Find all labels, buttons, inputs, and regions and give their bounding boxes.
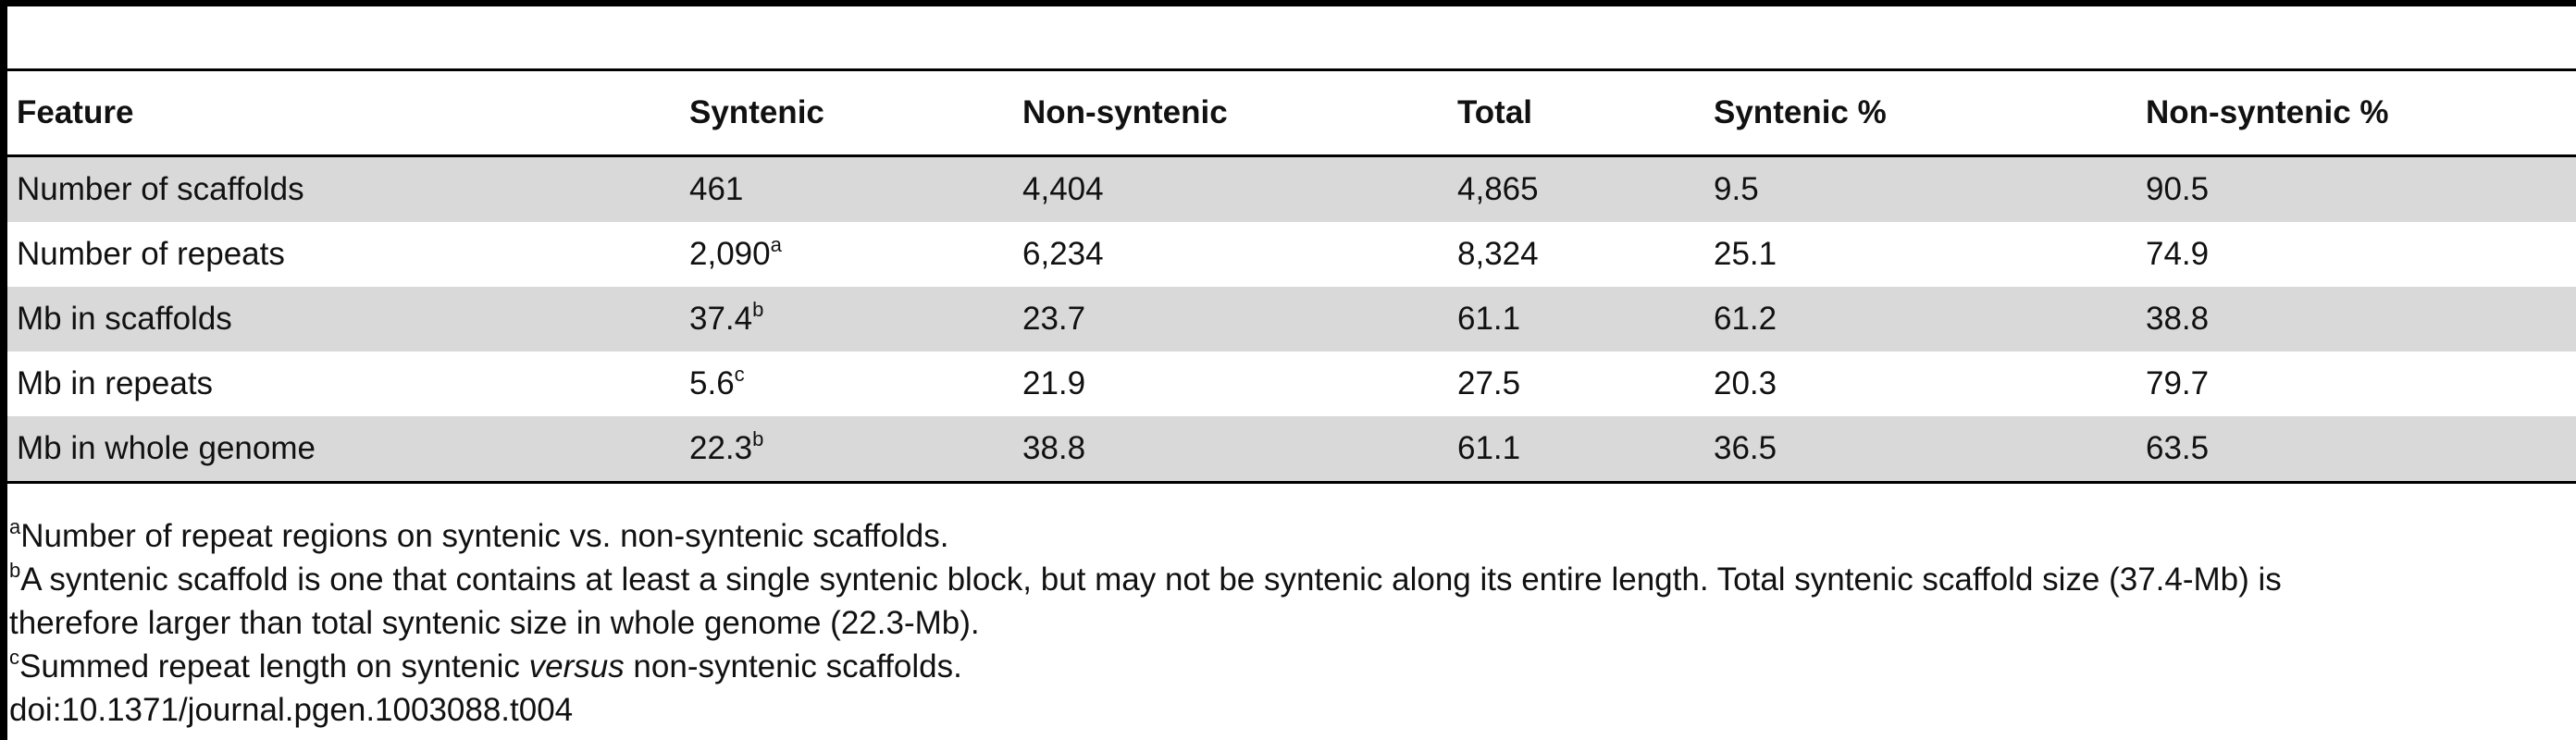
footnote-text: A syntenic scaffold is one that contains…: [20, 561, 2282, 598]
feature-cell: Number of scaffolds: [7, 155, 680, 222]
footnote-text: Summed repeat length on syntenic: [19, 648, 529, 684]
non-syntenic-cell: 21.9: [1022, 365, 1086, 401]
table-row: Number of scaffolds 461 4,404 4,865 9.5 …: [7, 155, 2576, 222]
non-syntenic-pct-cell: 74.9: [2146, 236, 2210, 272]
syntenic-cell: 37.4b: [680, 287, 1013, 352]
syntenic-value: 5.6: [689, 365, 735, 401]
syntenic-pct-cell: 9.5: [1704, 155, 2136, 222]
syntenic-value: 37.4: [689, 301, 753, 337]
footnote-b-continued: therefore larger than total syntenic siz…: [9, 605, 980, 641]
total-cell: 27.5: [1457, 365, 1521, 401]
syntenic-value: 2,090: [689, 236, 771, 272]
footnote-marker: a: [770, 233, 782, 256]
column-header-non-syntenic-pct: Non-syntenic %: [2146, 94, 2389, 130]
footnote-b: bA syntenic scaffold is one that contain…: [9, 558, 2563, 601]
total-cell: 61.1: [1448, 416, 1704, 483]
non-syntenic-pct-cell: 79.7: [2146, 365, 2210, 401]
syntenic-pct-cell: 20.3: [1714, 365, 1777, 401]
non-syntenic-cell: 38.8: [1013, 416, 1448, 483]
syntenic-cell: 22.3b: [680, 416, 1013, 483]
column-header-total: Total: [1457, 94, 1533, 130]
footnote-mark: a: [9, 515, 21, 538]
data-table: Feature Syntenic Non-syntenic Total Synt…: [7, 71, 2576, 484]
non-syntenic-pct-cell: 38.8: [2136, 287, 2576, 352]
total-cell: 4,865: [1448, 155, 1704, 222]
footnote-mark: c: [9, 646, 19, 669]
footnote-c: cSummed repeat length on syntenic versus…: [9, 645, 2563, 688]
footnote-text-end: non-syntenic scaffolds.: [624, 648, 962, 684]
footnote-marker: c: [734, 363, 745, 386]
footnote-text: Number of repeat regions on syntenic vs.…: [20, 518, 949, 554]
footnote-italic-text: versus: [528, 648, 625, 684]
table-row: Mb in repeats 5.6c 21.9 27.5 20.3 79.7: [7, 352, 2576, 416]
syntenic-cell: 5.6c: [680, 352, 1013, 416]
feature-cell: Mb in whole genome: [7, 416, 680, 483]
footnote-mark: b: [9, 559, 21, 582]
footnote-marker: b: [752, 298, 764, 321]
top-border-rule: [0, 0, 2576, 6]
total-cell: 61.1: [1448, 287, 1704, 352]
syntenic-pct-cell: 61.2: [1704, 287, 2136, 352]
footnote-a: aNumber of repeat regions on syntenic vs…: [9, 514, 2563, 558]
table-row: Number of repeats 2,090a 6,234 8,324 25.…: [7, 222, 2576, 287]
doi-text: doi:10.1371/journal.pgen.1003088.t004: [9, 692, 574, 728]
table-row: Mb in whole genome 22.3b 38.8 61.1 36.5 …: [7, 416, 2576, 483]
table-footnotes: aNumber of repeat regions on syntenic vs…: [9, 514, 2563, 732]
column-header-syntenic-pct: Syntenic %: [1714, 94, 1887, 130]
non-syntenic-pct-cell: 63.5: [2136, 416, 2576, 483]
non-syntenic-cell: 6,234: [1022, 236, 1104, 272]
non-syntenic-cell: 4,404: [1013, 155, 1448, 222]
feature-cell: Mb in repeats: [17, 365, 214, 401]
non-syntenic-cell: 23.7: [1013, 287, 1448, 352]
left-border-rule: [0, 0, 7, 740]
column-header-syntenic: Syntenic: [689, 94, 824, 130]
syntenic-value: 22.3: [689, 430, 753, 466]
syntenic-cell: 2,090a: [680, 222, 1013, 287]
footnote-marker: b: [752, 427, 764, 450]
feature-cell: Mb in scaffolds: [7, 287, 680, 352]
table-row: Mb in scaffolds 37.4b 23.7 61.1 61.2 38.…: [7, 287, 2576, 352]
column-header-non-syntenic: Non-syntenic: [1022, 94, 1228, 130]
column-header-feature: Feature: [17, 94, 134, 130]
feature-cell: Number of repeats: [17, 236, 285, 272]
total-cell: 8,324: [1457, 236, 1539, 272]
syntenic-cell: 461: [680, 155, 1013, 222]
table-header-row: Feature Syntenic Non-syntenic Total Synt…: [7, 71, 2576, 156]
header-top-rule: [7, 68, 2576, 71]
syntenic-pct-cell: 36.5: [1704, 416, 2136, 483]
non-syntenic-pct-cell: 90.5: [2136, 155, 2576, 222]
syntenic-value: 461: [689, 171, 744, 207]
syntenic-pct-cell: 25.1: [1714, 236, 1777, 272]
